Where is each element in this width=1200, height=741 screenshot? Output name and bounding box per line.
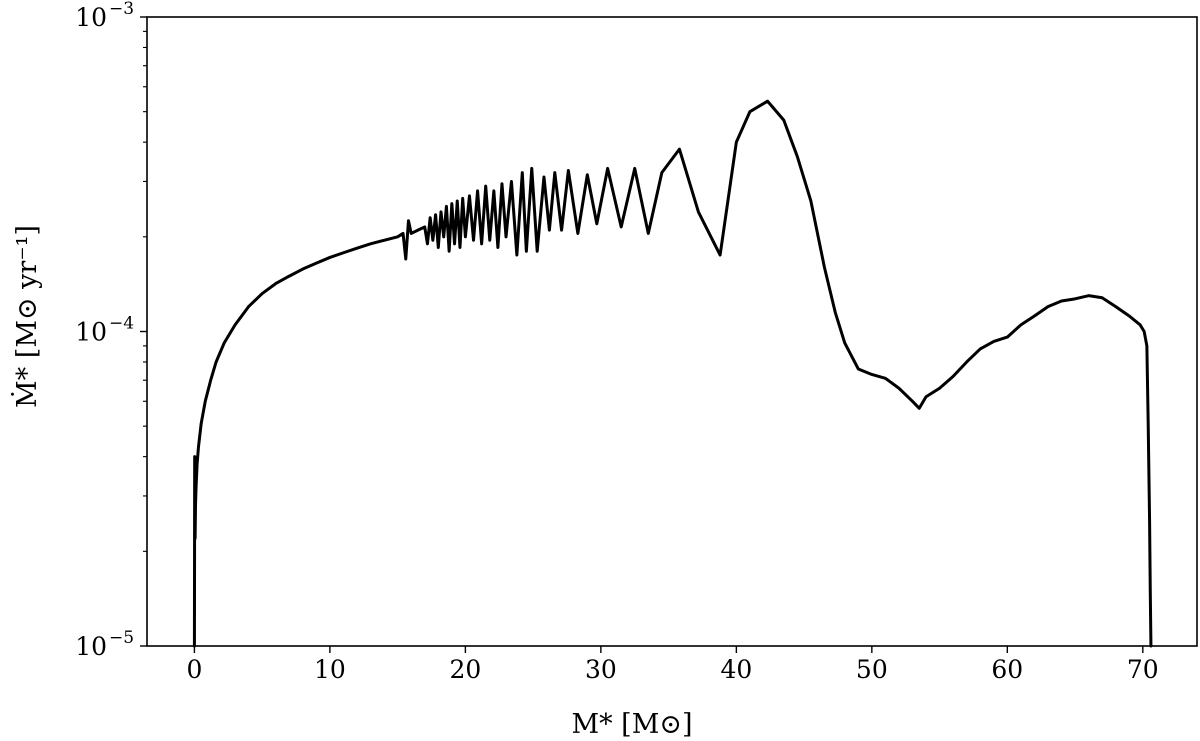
axis-labels: M* [M⊙] Ṁ* [M⊙ yr⁻¹]: [10, 225, 693, 740]
x-tick-label: 40: [720, 655, 752, 684]
series-layer: [192, 99, 1153, 648]
x-tick-label: 70: [1127, 655, 1159, 684]
x-axis-label: M* [M⊙]: [571, 709, 692, 740]
y-tick-exponent: −4: [109, 314, 134, 334]
y-tick-label: 10: [75, 318, 107, 347]
y-axis-label: Ṁ* [M⊙ yr⁻¹]: [10, 225, 43, 408]
y-tick-exponent: −5: [109, 628, 134, 648]
x-tick-label: 60: [991, 655, 1023, 684]
y-tick-label: 10: [75, 3, 107, 32]
x-tick-label: 20: [449, 655, 481, 684]
x-tick-label: 30: [585, 655, 617, 684]
x-tick-label: 10: [314, 655, 346, 684]
x-axis-ticks: 0 10 20 30 40 50 60 70: [186, 646, 1159, 684]
x-tick-label: 50: [856, 655, 888, 684]
y-tick-exponent: −3: [109, 0, 134, 19]
x-tick-label: 0: [186, 655, 202, 684]
series-line: [192, 99, 1153, 648]
plot-area: [146, 16, 1198, 647]
y-tick-label: 10: [75, 632, 107, 661]
y-axis-ticks: 10−310−410−5: [75, 0, 147, 661]
plot-frame: [146, 16, 1198, 647]
